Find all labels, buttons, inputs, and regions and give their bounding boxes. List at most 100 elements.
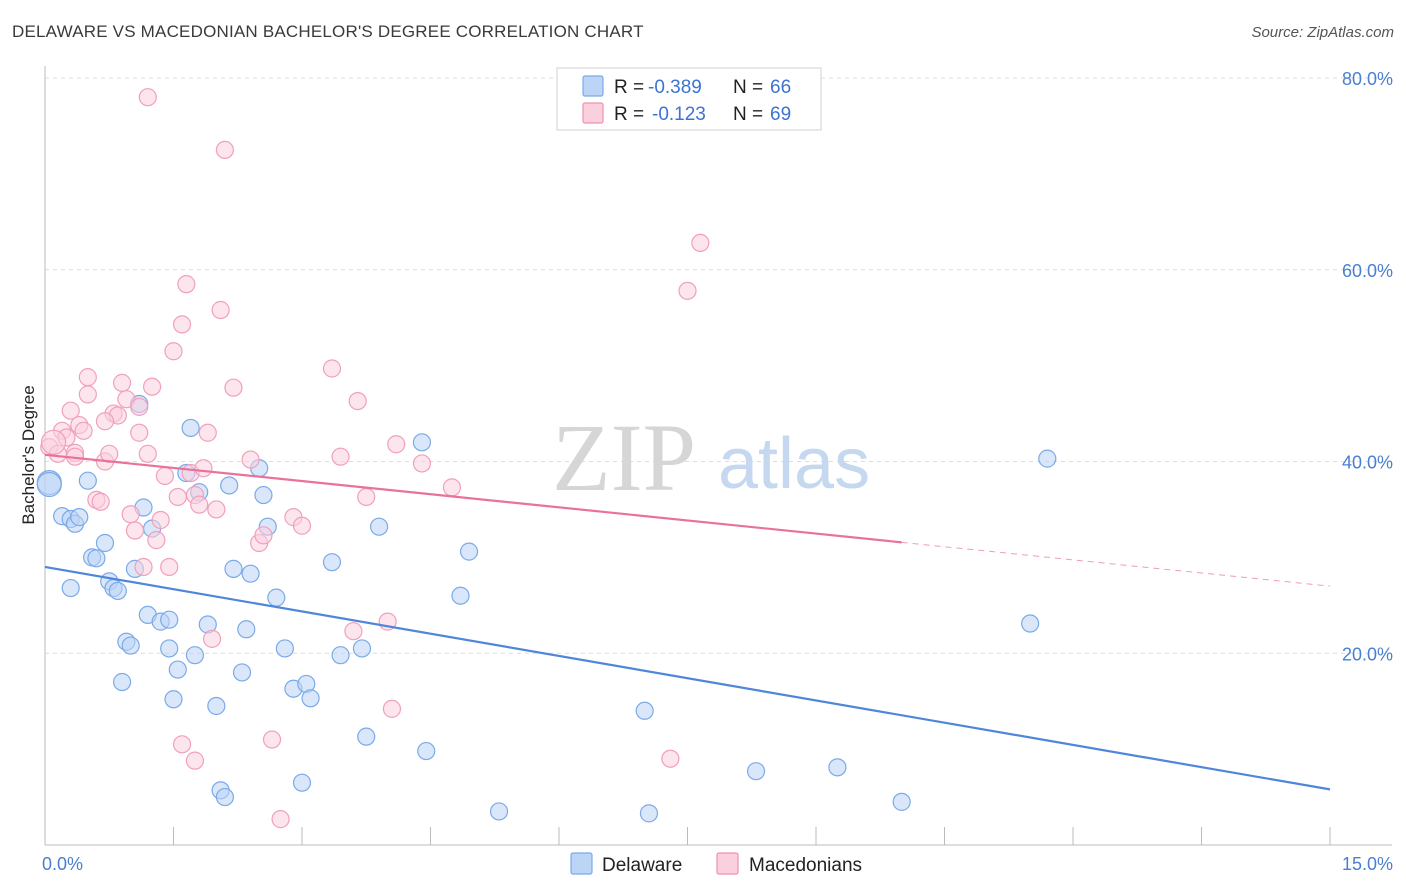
point-macedonians [357, 487, 376, 507]
point-macedonians [190, 495, 209, 514]
point-delaware [36, 471, 62, 498]
legend: R = -0.389 N = 66 R = -0.123 N = 69 [556, 67, 822, 131]
legend-swatch-delaware [582, 75, 604, 97]
legend-row-delaware: R = -0.389 N = 66 [582, 75, 791, 98]
point-delaware [746, 762, 766, 781]
point-delaware [639, 804, 659, 823]
data-points [36, 88, 1057, 829]
point-delaware [301, 689, 320, 708]
y-axis-label: Bachelor's Degree [19, 385, 38, 524]
legend-n-value: 66 [770, 77, 791, 98]
x-tick-labels: 0.0% 15.0% [42, 854, 1393, 874]
point-delaware [160, 639, 179, 658]
point-macedonians [177, 275, 196, 294]
point-delaware [215, 787, 234, 807]
legend-r-value: -0.123 [652, 104, 706, 125]
point-delaware [70, 508, 89, 527]
point-macedonians [211, 300, 230, 320]
point-delaware [160, 610, 179, 629]
point-delaware [181, 418, 200, 438]
point-macedonians [387, 435, 406, 454]
trend-extension-macedonians [901, 541, 1331, 587]
point-delaware [121, 636, 140, 655]
point-delaware [185, 646, 205, 665]
point-delaware [331, 646, 350, 665]
point-macedonians [215, 140, 234, 160]
point-delaware [370, 517, 389, 536]
point-macedonians [194, 459, 213, 478]
point-delaware [164, 690, 183, 709]
point-delaware [275, 639, 294, 658]
point-macedonians [322, 359, 342, 378]
point-macedonians [112, 373, 132, 392]
point-delaware [828, 758, 847, 777]
point-macedonians [254, 526, 273, 545]
point-macedonians [130, 397, 149, 416]
x-tick-label: 15.0% [1342, 854, 1393, 874]
point-macedonians [168, 487, 187, 507]
point-macedonians [224, 378, 243, 397]
bottom-legend: Delaware Macedonians [570, 852, 862, 876]
point-macedonians [40, 429, 67, 455]
x-tick-label: 0.0% [42, 854, 83, 874]
point-macedonians [442, 478, 462, 497]
bottom-legend-swatch-delaware [570, 852, 593, 875]
point-macedonians [61, 401, 80, 420]
point-delaware [254, 485, 273, 505]
legend-swatch-macedonians [582, 102, 604, 124]
point-macedonians [78, 368, 97, 387]
point-delaware [112, 672, 132, 692]
point-delaware [352, 639, 372, 658]
point-delaware [357, 727, 376, 746]
point-delaware [95, 533, 115, 553]
point-delaware [292, 773, 312, 792]
point-delaware [224, 559, 243, 578]
point-macedonians [331, 447, 350, 466]
point-macedonians [130, 423, 149, 442]
point-macedonians [74, 421, 93, 440]
point-macedonians [691, 233, 710, 253]
point-delaware [1038, 449, 1057, 468]
point-macedonians [678, 281, 697, 300]
point-macedonians [172, 315, 192, 334]
y-tick-label: 60.0% [1342, 261, 1393, 281]
point-macedonians [147, 531, 166, 550]
point-delaware [892, 792, 911, 811]
trend-lines [44, 453, 1331, 791]
point-macedonians [348, 391, 367, 411]
point-macedonians [344, 622, 363, 641]
point-delaware [168, 660, 187, 679]
trend-line-delaware [44, 565, 1331, 791]
legend-n-label: N = [733, 77, 763, 98]
point-macedonians [292, 516, 312, 535]
point-delaware [108, 581, 127, 601]
point-delaware [237, 620, 256, 639]
legend-n-value: 69 [770, 104, 791, 125]
point-delaware [220, 476, 239, 495]
point-delaware [87, 549, 106, 568]
point-macedonians [91, 492, 110, 511]
point-macedonians [271, 810, 290, 829]
point-delaware [207, 696, 226, 716]
point-macedonians [78, 385, 97, 404]
point-macedonians [202, 629, 222, 648]
point-delaware [451, 586, 470, 605]
point-macedonians [241, 450, 260, 469]
point-macedonians [121, 505, 140, 524]
point-delaware [635, 701, 654, 720]
point-delaware [412, 433, 432, 452]
point-delaware [322, 553, 342, 572]
y-tick-labels: 20.0% 40.0% 60.0% 80.0% [1342, 69, 1393, 664]
point-delaware [459, 542, 479, 561]
point-macedonians [134, 557, 153, 577]
y-tick-label: 80.0% [1342, 69, 1393, 89]
point-macedonians [151, 510, 170, 530]
y-tick-label: 40.0% [1342, 453, 1393, 473]
watermark-atlas: atlas [718, 424, 870, 504]
point-macedonians [164, 342, 183, 361]
point-delaware [61, 578, 80, 598]
point-delaware [267, 588, 286, 607]
point-macedonians [207, 500, 226, 519]
legend-r-label: R = [614, 77, 644, 98]
